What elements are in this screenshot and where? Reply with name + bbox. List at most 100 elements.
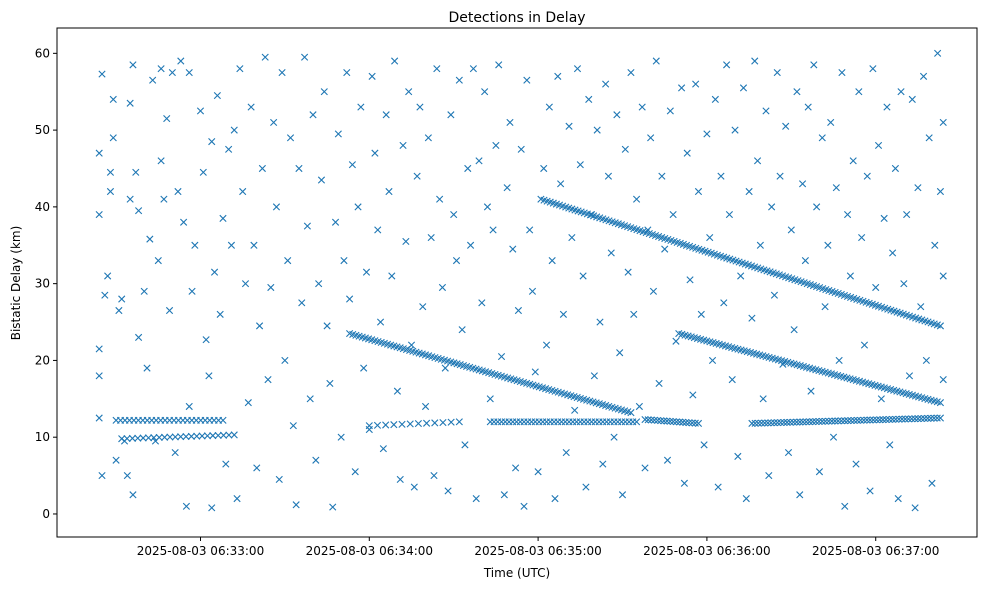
data-point — [323, 322, 331, 330]
data-point — [737, 272, 745, 280]
data-point — [365, 422, 373, 430]
data-point — [784, 448, 793, 457]
data-point — [652, 57, 660, 65]
data-point — [669, 210, 677, 219]
data-point — [410, 483, 418, 491]
data-point — [691, 419, 699, 427]
data-point — [202, 336, 210, 344]
data-point — [927, 414, 935, 422]
data-point — [391, 57, 399, 65]
data-point — [209, 432, 217, 440]
data-point — [897, 88, 905, 96]
y-tick-label: 50 — [35, 123, 50, 137]
data-point — [821, 303, 829, 311]
data-point — [275, 475, 283, 484]
data-point — [934, 49, 942, 57]
data-point — [298, 299, 306, 307]
data-point — [144, 434, 153, 442]
data-point — [739, 84, 748, 92]
data-point — [697, 310, 705, 318]
data-point — [568, 233, 576, 242]
data-point — [917, 414, 925, 423]
data-point — [828, 417, 836, 425]
data-point — [390, 421, 398, 429]
data-point — [579, 272, 587, 280]
data-point — [928, 479, 936, 487]
data-point — [214, 431, 222, 440]
data-point — [139, 434, 147, 442]
data-point — [869, 65, 877, 73]
data-point — [850, 416, 858, 425]
data-point — [129, 61, 137, 69]
data-point — [683, 149, 691, 157]
data-point — [250, 241, 258, 249]
data-point — [129, 491, 137, 499]
data-point — [745, 187, 753, 196]
data-point — [185, 68, 193, 77]
data-point — [562, 448, 570, 457]
y-tick-label: 30 — [35, 277, 50, 291]
data-point — [430, 471, 438, 480]
data-point — [154, 257, 162, 265]
data-point — [545, 103, 553, 111]
data-point — [528, 287, 537, 295]
data-point — [757, 419, 766, 427]
data-point — [879, 416, 887, 424]
data-point — [908, 415, 916, 423]
data-point — [414, 419, 422, 428]
data-point — [759, 395, 767, 403]
data-point — [368, 72, 376, 80]
data-point — [439, 418, 447, 427]
data-point — [904, 415, 913, 423]
data-point — [768, 203, 776, 211]
data-point — [858, 233, 866, 242]
plot-area — [56, 27, 978, 538]
data-point — [682, 418, 690, 427]
data-point — [790, 326, 798, 334]
data-point — [638, 103, 646, 111]
data-point — [796, 491, 804, 499]
data-point — [815, 468, 824, 476]
data-point — [300, 53, 309, 61]
data-point — [464, 164, 472, 173]
data-point — [780, 418, 788, 427]
data-point — [742, 495, 750, 503]
data-point — [818, 134, 826, 142]
data-point — [908, 95, 916, 103]
data-point — [613, 111, 621, 119]
data-point — [233, 495, 241, 503]
data-point — [876, 416, 884, 424]
data-point — [936, 399, 945, 407]
data-point — [146, 235, 154, 243]
data-point — [818, 417, 826, 425]
data-point — [901, 415, 909, 423]
data-point — [672, 337, 680, 345]
data-point — [180, 218, 188, 226]
data-point — [198, 432, 206, 440]
data-point — [810, 61, 818, 69]
data-point — [838, 68, 846, 77]
data-point — [531, 368, 539, 376]
data-point — [593, 126, 601, 134]
data-point — [903, 210, 911, 219]
data-point — [422, 419, 431, 427]
data-point — [576, 161, 584, 169]
data-point — [801, 257, 809, 265]
data-point — [452, 257, 461, 265]
data-point — [436, 195, 444, 203]
data-point — [630, 310, 638, 318]
data-point — [706, 233, 714, 242]
data-point — [357, 103, 365, 111]
data-point — [208, 138, 216, 146]
data-point — [602, 80, 610, 88]
data-point — [936, 322, 945, 330]
data-point — [165, 306, 174, 315]
data-point — [666, 417, 674, 425]
data-point — [599, 460, 607, 468]
data-point — [337, 433, 345, 441]
data-point — [680, 479, 688, 487]
data-point — [514, 306, 522, 315]
data-point — [196, 107, 205, 115]
data-point — [315, 280, 323, 288]
data-point — [677, 84, 686, 92]
